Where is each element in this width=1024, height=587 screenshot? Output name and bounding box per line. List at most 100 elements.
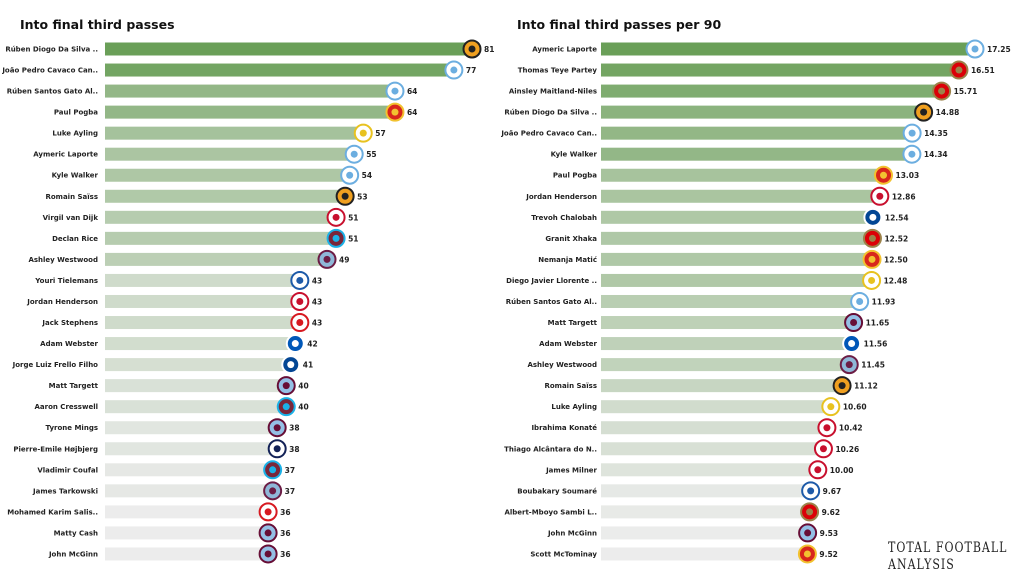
brighton-badge-icon	[842, 334, 862, 354]
bar-row: Declan Rice 51	[52, 228, 359, 248]
value-label: 38	[289, 445, 299, 454]
player-label: Jordan Henderson	[26, 298, 98, 306]
value-label: 54	[362, 171, 372, 180]
mancity-badge-icon	[965, 39, 985, 59]
bar-row: Ashley Westwood 49	[28, 249, 349, 269]
bar	[601, 547, 808, 561]
bar	[105, 484, 273, 498]
value-label: 64	[407, 108, 417, 117]
manutd-badge-icon	[385, 102, 405, 122]
value-label: 49	[339, 255, 349, 264]
value-label: 11.45	[861, 361, 885, 370]
value-label: 11.56	[864, 340, 888, 349]
bar	[105, 505, 269, 519]
bar-row: Aymeric Laporte 55	[33, 144, 377, 164]
player-label: Rúben Santos Gato Al..	[506, 298, 597, 306]
liverpool-badge-icon	[870, 186, 890, 206]
value-label: 81	[484, 45, 494, 54]
leicester-badge-icon	[290, 270, 310, 290]
bar	[601, 105, 924, 119]
player-label: Diego Javier Llorente ..	[506, 277, 597, 285]
bar	[601, 210, 873, 224]
value-label: 43	[312, 297, 322, 306]
player-label: Albert-Mboyo Sambi L..	[504, 508, 597, 516]
bar-row: Matty Cash 36	[54, 523, 291, 543]
player-label: Matt Targett	[49, 382, 99, 390]
liverpool-badge-icon	[813, 439, 833, 459]
bar-row: Trevoh Chalobah 12.54	[531, 207, 909, 227]
bar	[105, 231, 337, 245]
bar-row: Matt Targett 11.65	[548, 313, 889, 333]
villa-badge-icon	[798, 523, 818, 543]
bar	[105, 252, 328, 266]
bar-row: Aymeric Laporte 17.25	[532, 39, 1011, 59]
arsenal-badge-icon	[862, 228, 882, 248]
value-label: 38	[289, 424, 299, 433]
value-label: 41	[303, 361, 313, 370]
bar	[105, 294, 300, 308]
bar-row: Luke Ayling 57	[52, 123, 386, 143]
bar-row: Pierre-Emile Højbjerg 38	[13, 439, 300, 459]
wolves-badge-icon	[335, 186, 355, 206]
value-label: 12.54	[885, 213, 909, 222]
bar	[105, 337, 296, 351]
bar	[601, 168, 884, 182]
bar-row: Jordan Henderson 43	[26, 291, 322, 311]
bar	[601, 379, 843, 393]
villa-badge-icon	[276, 376, 296, 396]
arsenal-badge-icon	[800, 502, 820, 522]
manutd-badge-icon	[874, 165, 894, 185]
arsenal-badge-icon	[949, 60, 969, 80]
mancity-badge-icon	[340, 165, 360, 185]
southampton-badge-icon	[258, 502, 278, 522]
player-label: Aymeric Laporte	[532, 46, 597, 54]
value-label: 10.60	[843, 403, 867, 412]
mancity-badge-icon	[344, 144, 364, 164]
bar-row: Thomas Teye Partey 16.51	[518, 60, 995, 80]
liverpool-badge-icon	[808, 460, 828, 480]
bar-row: Paul Pogba 13.03	[553, 165, 919, 185]
value-label: 14.35	[924, 129, 948, 138]
player-label: Adam Webster	[40, 340, 98, 348]
bar-row: João Pedro Cavaco Can.. 77	[1, 60, 476, 80]
bar-row: Mohamed Karim Salis.. 36	[7, 502, 291, 522]
bar	[601, 442, 824, 456]
bar-row: Boubakary Soumaré 9.67	[517, 481, 842, 501]
bar-row: John McGinn 9.53	[547, 523, 838, 543]
chelsea-badge-icon	[281, 355, 301, 375]
bar-row: James Tarkowski 37	[32, 481, 295, 501]
leeds-badge-icon	[353, 123, 373, 143]
bar	[601, 126, 913, 140]
player-label: Matty Cash	[54, 529, 98, 537]
player-label: Nemanja Matić	[538, 256, 597, 264]
player-label: Kyle Walker	[551, 151, 598, 159]
brand-logo: TOTAL FOOTBALL ANALYSIS	[888, 539, 1008, 573]
bar-row: Kyle Walker 14.34	[551, 144, 948, 164]
player-label: Virgil van Dijk	[43, 214, 99, 222]
mancity-badge-icon	[902, 123, 922, 143]
value-label: 10.26	[835, 445, 859, 454]
bar-row: John McGinn 36	[48, 544, 291, 564]
villa-badge-icon	[258, 523, 278, 543]
value-label: 17.25	[987, 45, 1011, 54]
bar	[105, 168, 350, 182]
value-label: 51	[348, 213, 358, 222]
bar	[601, 63, 959, 77]
value-label: 9.67	[823, 487, 842, 496]
bar	[105, 63, 454, 77]
manutd-badge-icon	[862, 249, 882, 269]
value-label: 36	[280, 529, 290, 538]
bar-row: Rúben Diogo Da Silva .. 14.88	[504, 102, 959, 122]
value-label: 42	[307, 340, 317, 349]
bar	[601, 421, 827, 435]
bar-row: Ibrahima Konaté 10.42	[531, 418, 863, 438]
bar-row: João Pedro Cavaco Can.. 14.35	[500, 123, 948, 143]
wolves-badge-icon	[832, 376, 852, 396]
bar-row: Jack Stephens 43	[41, 313, 322, 333]
villa-badge-icon	[267, 418, 287, 438]
bar	[601, 231, 873, 245]
bar	[601, 189, 880, 203]
bar-row: Granit Xhaka 12.52	[545, 228, 908, 248]
liverpool-badge-icon	[290, 291, 310, 311]
burnley-badge-icon	[263, 481, 283, 501]
